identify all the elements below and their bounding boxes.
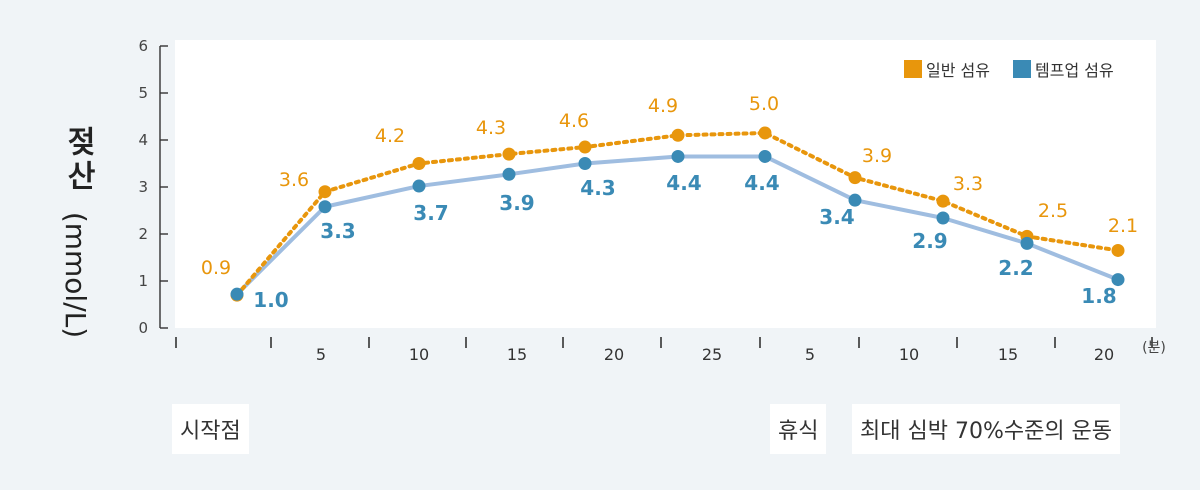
data-label-regular: 0.9 <box>201 257 231 279</box>
data-label-tempup: 1.8 <box>1081 284 1116 308</box>
point-regular <box>936 194 950 208</box>
x-axis-unit: (분) <box>1142 340 1166 356</box>
x-tick-label: 15 <box>998 345 1018 364</box>
legend-label-regular: 일반 섬유 <box>926 61 990 80</box>
x-tick-label: 15 <box>507 345 527 364</box>
point-tempup <box>502 167 516 181</box>
data-label-regular: 5.0 <box>749 93 779 115</box>
y-axis-title-main: 젖산 <box>61 126 96 194</box>
data-label-regular: 4.2 <box>375 125 405 147</box>
point-tempup <box>230 287 244 301</box>
data-label-tempup: 3.4 <box>819 205 854 229</box>
x-tick-label: 25 <box>702 345 722 364</box>
caption-rest: 휴식 <box>770 404 827 454</box>
x-tick-label: 20 <box>604 345 624 364</box>
y-axis-title-unit: (mmol/L) <box>59 212 92 338</box>
series-layer: 0.9 3.6 4.2 4.3 4.6 4.9 5.0 3.9 3.3 2.5 2.1 1.0 3.3 3… <box>201 93 1138 312</box>
legend-swatch-tempup <box>1013 60 1031 78</box>
data-label-tempup: 4.4 <box>666 171 701 195</box>
x-tick-label: 20 <box>1094 345 1114 364</box>
point-tempup <box>578 157 592 170</box>
point-tempup <box>848 193 862 207</box>
data-label-tempup: 4.3 <box>580 176 615 200</box>
data-label-tempup: 2.2 <box>998 256 1033 280</box>
point-regular <box>412 157 426 170</box>
point-tempup <box>671 149 685 163</box>
data-label-regular: 4.3 <box>476 117 506 139</box>
data-label-regular: 2.5 <box>1038 200 1068 222</box>
caption-start: 시작점 <box>172 404 249 454</box>
point-regular <box>578 140 592 154</box>
point-regular <box>1111 243 1125 257</box>
data-label-tempup: 3.7 <box>413 201 448 225</box>
data-label-tempup: 4.4 <box>744 171 779 195</box>
y-tick-label: 6 <box>138 37 148 55</box>
point-tempup <box>412 179 426 193</box>
data-label-regular: 3.9 <box>862 145 892 167</box>
caption-exercise: 최대 심박 70%수준의 운동 <box>852 404 1121 454</box>
point-regular <box>848 171 862 185</box>
data-label-tempup: 3.9 <box>499 191 534 215</box>
y-tick-label: 0 <box>138 319 148 337</box>
point-tempup <box>1111 273 1125 287</box>
data-label-regular: 4.6 <box>559 110 589 132</box>
point-tempup <box>758 149 772 163</box>
data-label-tempup: 1.0 <box>253 288 288 312</box>
point-tempup <box>936 211 950 225</box>
x-tick-label: 10 <box>899 345 919 364</box>
y-axis: 0 1 2 3 4 5 6 <box>138 37 168 337</box>
y-tick-label: 1 <box>138 272 148 290</box>
y-tick-label: 2 <box>138 225 148 243</box>
x-tick-label: 5 <box>316 345 326 364</box>
data-label-tempup: 3.3 <box>320 219 355 243</box>
data-label-regular: 3.3 <box>953 173 983 195</box>
x-axis: 5 10 15 20 25 5 10 15 20 (분) <box>175 337 1166 364</box>
point-regular <box>758 126 772 140</box>
y-tick-label: 5 <box>138 84 148 102</box>
data-label-regular: 2.1 <box>1108 215 1138 237</box>
y-tick-label: 3 <box>138 178 148 196</box>
data-label-tempup: 2.9 <box>912 229 947 253</box>
point-tempup <box>1020 236 1034 250</box>
legend: 일반 섬유 템프업 섬유 <box>904 60 1114 80</box>
point-regular <box>318 185 332 199</box>
point-regular <box>502 147 516 161</box>
data-label-regular: 3.6 <box>279 169 309 191</box>
point-regular <box>671 128 685 142</box>
data-label-regular: 4.9 <box>648 95 678 117</box>
y-axis-title: 젖산 (mmol/L) <box>59 126 96 338</box>
legend-swatch-regular <box>904 60 922 78</box>
y-tick-label: 4 <box>138 131 148 149</box>
x-tick-label: 5 <box>805 345 815 364</box>
legend-label-tempup: 템프업 섬유 <box>1035 61 1114 80</box>
point-tempup <box>318 200 332 214</box>
plot-background <box>175 40 1156 328</box>
x-tick-label: 10 <box>409 345 429 364</box>
